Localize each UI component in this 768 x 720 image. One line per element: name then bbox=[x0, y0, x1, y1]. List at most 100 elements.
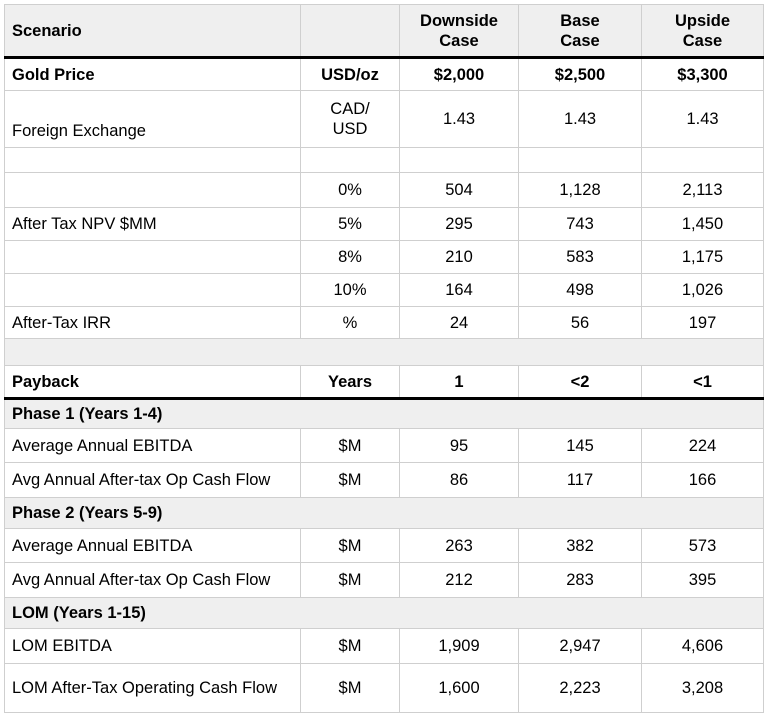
fx-unit: CAD/USD bbox=[300, 90, 400, 148]
fx-downside: 1.43 bbox=[399, 90, 519, 148]
row-payback: Payback Years 1 <2 <1 bbox=[4, 365, 764, 400]
npv-0-label bbox=[4, 172, 301, 208]
p2-ebitda-upside: 573 bbox=[641, 528, 764, 563]
empty-cell bbox=[399, 147, 519, 173]
npv-8-base: 583 bbox=[518, 240, 642, 274]
row-lom-ebitda: LOM EBITDA $M 1,909 2,947 4,606 bbox=[4, 628, 764, 664]
row-lom-op-cash-flow: LOM After-Tax Operating Cash Flow $M 1,6… bbox=[4, 663, 764, 713]
p2-cf-label: Avg Annual After-tax Op Cash Flow bbox=[4, 562, 301, 598]
payback-base: <2 bbox=[518, 365, 642, 400]
lom-ebitda-downside: 1,909 bbox=[399, 628, 519, 664]
lom-cf-unit: $M bbox=[300, 663, 400, 713]
lom-cf-upside: 3,208 bbox=[641, 663, 764, 713]
row-gold-price: Gold Price USD/oz $2,000 $2,500 $3,300 bbox=[4, 57, 764, 91]
lom-section-label: LOM (Years 1-15) bbox=[4, 597, 764, 629]
fx-label: Foreign Exchange bbox=[4, 90, 301, 148]
row-p1-ebitda: Average Annual EBITDA $M 95 145 224 bbox=[4, 428, 764, 463]
header-scenario-label: Scenario bbox=[4, 4, 301, 59]
payback-downside: 1 bbox=[399, 365, 519, 400]
lom-ebitda-upside: 4,606 bbox=[641, 628, 764, 664]
lom-cf-downside: 1,600 bbox=[399, 663, 519, 713]
row-npv-5pct: After Tax NPV $MM 5% 295 743 1,450 bbox=[4, 207, 764, 241]
npv-0-base: 1,128 bbox=[518, 172, 642, 208]
row-p1-op-cash-flow: Avg Annual After-tax Op Cash Flow $M 86 … bbox=[4, 462, 764, 498]
fx-base: 1.43 bbox=[518, 90, 642, 148]
row-empty-spacer bbox=[4, 147, 764, 173]
npv-8-rate: 8% bbox=[300, 240, 400, 274]
empty-cell bbox=[518, 147, 642, 173]
gray-spacer-cell bbox=[4, 338, 764, 366]
npv-0-downside: 504 bbox=[399, 172, 519, 208]
gold-price-upside: $3,300 bbox=[641, 57, 764, 91]
payback-unit: Years bbox=[300, 365, 400, 400]
npv-8-label bbox=[4, 240, 301, 274]
empty-cell bbox=[641, 147, 764, 173]
p1-ebitda-label: Average Annual EBITDA bbox=[4, 428, 301, 463]
row-p2-ebitda: Average Annual EBITDA $M 263 382 573 bbox=[4, 528, 764, 563]
empty-cell bbox=[4, 147, 301, 173]
header-downside-case: Downside Case bbox=[399, 4, 519, 59]
npv-10-upside: 1,026 bbox=[641, 273, 764, 307]
npv-8-downside: 210 bbox=[399, 240, 519, 274]
empty-cell bbox=[300, 147, 400, 173]
row-p2-op-cash-flow: Avg Annual After-tax Op Cash Flow $M 212… bbox=[4, 562, 764, 598]
lom-cf-label: LOM After-Tax Operating Cash Flow bbox=[4, 663, 301, 713]
gold-price-label: Gold Price bbox=[4, 57, 301, 91]
npv-0-rate: 0% bbox=[300, 172, 400, 208]
p1-cf-label: Avg Annual After-tax Op Cash Flow bbox=[4, 462, 301, 498]
row-npv-10pct: 10% 164 498 1,026 bbox=[4, 273, 764, 307]
npv-label: After Tax NPV $MM bbox=[4, 207, 301, 241]
phase-2-section-label: Phase 2 (Years 5-9) bbox=[4, 497, 764, 529]
npv-5-upside: 1,450 bbox=[641, 207, 764, 241]
p1-cf-unit: $M bbox=[300, 462, 400, 498]
npv-5-downside: 295 bbox=[399, 207, 519, 241]
npv-5-rate: 5% bbox=[300, 207, 400, 241]
phase-1-section-label: Phase 1 (Years 1-4) bbox=[4, 398, 764, 429]
p2-cf-base: 283 bbox=[518, 562, 642, 598]
payback-upside: <1 bbox=[641, 365, 764, 400]
payback-label: Payback bbox=[4, 365, 301, 400]
npv-5-base: 743 bbox=[518, 207, 642, 241]
npv-10-label bbox=[4, 273, 301, 307]
npv-10-downside: 164 bbox=[399, 273, 519, 307]
irr-base: 56 bbox=[518, 306, 642, 339]
lom-ebitda-label: LOM EBITDA bbox=[4, 628, 301, 664]
row-after-tax-irr: After-Tax IRR % 24 56 197 bbox=[4, 306, 764, 339]
p2-ebitda-unit: $M bbox=[300, 528, 400, 563]
section-phase-1: Phase 1 (Years 1-4) bbox=[4, 398, 764, 429]
p2-ebitda-label: Average Annual EBITDA bbox=[4, 528, 301, 563]
scenario-sensitivity-table: Scenario Downside Case Base Case Upside Cas… bbox=[4, 4, 764, 713]
section-lom: LOM (Years 1-15) bbox=[4, 597, 764, 629]
gold-price-base: $2,500 bbox=[518, 57, 642, 91]
lom-ebitda-base: 2,947 bbox=[518, 628, 642, 664]
p1-cf-base: 117 bbox=[518, 462, 642, 498]
lom-cf-base: 2,223 bbox=[518, 663, 642, 713]
row-npv-8pct: 8% 210 583 1,175 bbox=[4, 240, 764, 274]
p2-cf-unit: $M bbox=[300, 562, 400, 598]
row-gray-spacer bbox=[4, 338, 764, 366]
npv-8-upside: 1,175 bbox=[641, 240, 764, 274]
fx-upside: 1.43 bbox=[641, 90, 764, 148]
header-upside-case: Upside Case bbox=[641, 4, 764, 59]
npv-10-rate: 10% bbox=[300, 273, 400, 307]
row-foreign-exchange: Foreign Exchange CAD/USD 1.43 1.43 1.43 bbox=[4, 90, 764, 148]
header-unit-blank bbox=[300, 4, 400, 59]
table-header-row: Scenario Downside Case Base Case Upside Cas… bbox=[4, 4, 764, 59]
lom-ebitda-unit: $M bbox=[300, 628, 400, 664]
p2-cf-downside: 212 bbox=[399, 562, 519, 598]
npv-0-upside: 2,113 bbox=[641, 172, 764, 208]
irr-unit: % bbox=[300, 306, 400, 339]
npv-10-base: 498 bbox=[518, 273, 642, 307]
p1-ebitda-downside: 95 bbox=[399, 428, 519, 463]
gold-price-downside: $2,000 bbox=[399, 57, 519, 91]
header-base-case: Base Case bbox=[518, 4, 642, 59]
row-npv-0pct: 0% 504 1,128 2,113 bbox=[4, 172, 764, 208]
lom-cf-label-text: LOM After-Tax Operating Cash Flow bbox=[12, 679, 278, 697]
irr-downside: 24 bbox=[399, 306, 519, 339]
p1-ebitda-upside: 224 bbox=[641, 428, 764, 463]
irr-label: After-Tax IRR bbox=[4, 306, 301, 339]
p2-ebitda-base: 382 bbox=[518, 528, 642, 563]
p2-ebitda-downside: 263 bbox=[399, 528, 519, 563]
gold-price-unit: USD/oz bbox=[300, 57, 400, 91]
p2-cf-upside: 395 bbox=[641, 562, 764, 598]
